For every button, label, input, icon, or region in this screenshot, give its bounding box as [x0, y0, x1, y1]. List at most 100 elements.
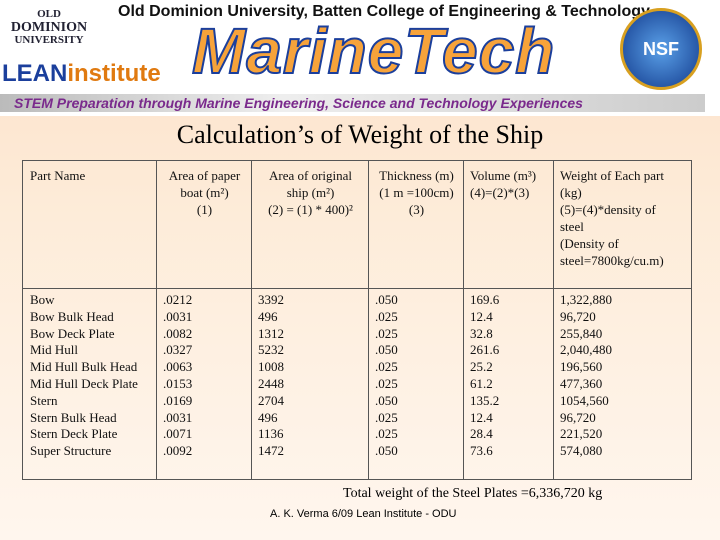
- lean-logo: LEANinstitute: [2, 60, 161, 88]
- table-cell: .025: [375, 325, 398, 341]
- table-cell: Stern Deck Plate: [30, 426, 118, 442]
- tagline: STEM Preparation through Marine Engineer…: [14, 95, 583, 111]
- table-cell: 73.6: [470, 443, 493, 459]
- table-cell: 61.2: [470, 376, 493, 391]
- table-cell: 221,520: [560, 426, 603, 442]
- header-cell: Weight of Each part (kg) (5)=(4)*density o…: [560, 167, 686, 269]
- header-line: Area of original: [268, 168, 353, 183]
- table-cell: 255,840: [560, 325, 603, 341]
- table-cell: 3392: [258, 292, 284, 307]
- header-line: (3): [408, 202, 425, 217]
- table-cell: 96,720: [560, 308, 596, 324]
- table-cell: .0031: [163, 409, 193, 425]
- header-line: (5)=(4)*density of: [560, 202, 656, 217]
- table-cell: 2448: [258, 376, 284, 391]
- table-cell: .0071: [163, 426, 193, 442]
- header-line: Area of paper: [168, 168, 241, 183]
- table-cell: 12.4: [470, 409, 493, 425]
- table-cell: Mid Hull Bulk Head: [30, 359, 138, 375]
- table-cell: 574,080: [560, 443, 603, 459]
- university-line: Old Dominion University, Batten College …: [118, 3, 650, 20]
- odu-logo-line: OLD: [37, 8, 61, 20]
- column-rule: [368, 161, 369, 479]
- table-cell: 2704: [258, 392, 284, 408]
- odu-logo: OLD DOMINION UNIVERSITY: [4, 8, 94, 47]
- credit: A. K. Verma 6/09 Lean Institute - ODU: [270, 508, 457, 520]
- header-line: (2) = (1) * 400)²: [268, 202, 353, 217]
- header-cell: Volume (m³) (4)=(2)*(3): [470, 167, 548, 201]
- table-cell: Bow Deck Plate: [30, 325, 115, 341]
- header-line: (1 m =100cm): [379, 185, 454, 200]
- odu-logo-line: UNIVERSITY: [14, 34, 84, 46]
- lean-word: LEAN: [2, 60, 68, 87]
- header-cell: Thickness (m) (1 m =100cm) (3): [375, 167, 458, 218]
- table-cell: 1,322,880: [560, 292, 612, 307]
- table-cell: Super Structure: [30, 443, 112, 459]
- table-cell: .050: [375, 342, 398, 358]
- table-cell: 1472: [258, 443, 284, 459]
- table-cell: 2,040,480: [560, 342, 612, 358]
- table-cell: 28.4: [470, 426, 493, 442]
- table-cell: .0092: [163, 443, 193, 459]
- table-cell: Stern: [30, 392, 58, 408]
- table-cell: .025: [375, 426, 398, 442]
- table-cell: 135.2: [470, 392, 500, 408]
- table-cell: .0063: [163, 359, 193, 375]
- odu-logo-line: DOMINION: [10, 20, 88, 35]
- header-line: boat (m²): [180, 185, 229, 200]
- table-cell: .0153: [163, 376, 193, 391]
- header-line: Part Name: [30, 168, 86, 183]
- table-cell: .025: [375, 359, 398, 375]
- table-cell: 477,360: [560, 376, 603, 391]
- table-cell: Mid Hull Deck Plate: [30, 376, 138, 391]
- column-rule: [463, 161, 464, 479]
- table-cell: .050: [375, 443, 398, 459]
- table-cell: .0082: [163, 325, 193, 341]
- table: Part Name Area of paper boat (m²) (1) Area o…: [22, 160, 692, 480]
- header-rule: [23, 288, 691, 289]
- header-line: ship (m²): [286, 185, 335, 200]
- column-rule: [251, 161, 252, 479]
- table-cell: 25.2: [470, 359, 493, 375]
- table-cell: 12.4: [470, 308, 493, 324]
- table-cell: 261.6: [470, 342, 500, 358]
- tagline-bar: [0, 94, 705, 112]
- header-line: (4)=(2)*(3): [470, 185, 530, 200]
- nsf-logo: NSF: [620, 8, 702, 90]
- table-cell: Bow Bulk Head: [30, 308, 114, 324]
- header-line: steel: [560, 219, 584, 234]
- table-cell: .025: [375, 308, 398, 324]
- table-cell: 196,560: [560, 359, 603, 375]
- table-cell: Bow: [30, 292, 55, 307]
- table-cell: Mid Hull: [30, 342, 79, 358]
- program-logo: MarineTech: [191, 14, 556, 88]
- table-cell: 169.6: [470, 292, 500, 307]
- table-cell: 32.8: [470, 325, 493, 341]
- slide-title: Calculation’s of Weight of the Ship: [176, 120, 544, 149]
- header-cell: Area of paper boat (m²) (1): [163, 167, 246, 218]
- table-cell: .0327: [163, 342, 193, 358]
- column-rule: [156, 161, 157, 479]
- table-cell: .0031: [163, 308, 193, 324]
- header-cell: Area of original ship (m²) (2) = (1) * 400…: [258, 167, 363, 218]
- header-line: steel=7800kg/cu.m): [560, 253, 664, 268]
- header-line: (kg): [560, 185, 582, 200]
- table-cell: 96,720: [560, 409, 596, 425]
- table-cell: 1054,560: [560, 392, 609, 408]
- table-cell: 1008: [258, 359, 284, 375]
- table-cell: 1136: [258, 426, 284, 442]
- table-cell: .050: [375, 392, 398, 408]
- table-cell: 496: [258, 308, 278, 324]
- table-cell: 5232: [258, 342, 284, 358]
- header-cell: Part Name: [30, 167, 151, 184]
- header-line: Volume (m³): [470, 168, 537, 183]
- column-rule: [553, 161, 554, 479]
- table-cell: 496: [258, 409, 278, 425]
- table-cell: .025: [375, 376, 398, 391]
- header-line: (Density of: [560, 236, 619, 251]
- header-line: Weight of Each part: [560, 168, 664, 183]
- table-cell: .050: [375, 292, 398, 307]
- institute-word: institute: [67, 60, 161, 87]
- table-cell: Stern Bulk Head: [30, 409, 117, 425]
